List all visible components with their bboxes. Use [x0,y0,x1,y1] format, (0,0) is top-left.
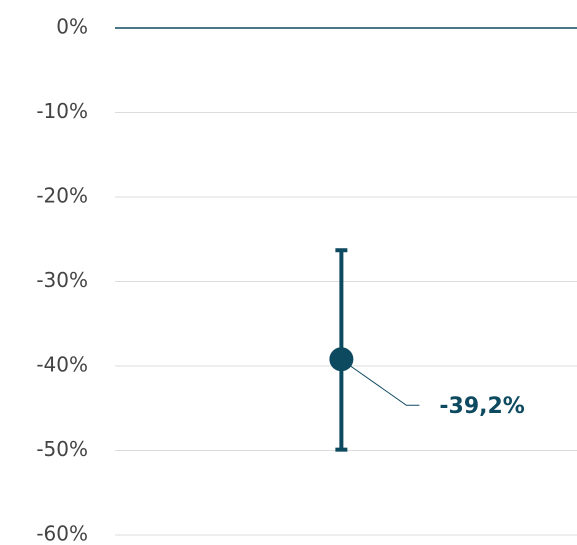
y-tick-label: 0% [56,15,88,39]
value-label: -39,2% [439,394,524,419]
leader-line [349,364,420,406]
point [329,347,354,372]
y-tick-label: -10% [36,99,88,123]
y-tick-label: -40% [36,353,88,377]
y-tick-label: -20% [36,184,88,208]
y-tick-label: -30% [36,268,88,292]
y-tick-label: -50% [36,437,88,461]
y-tick-label: -60% [36,522,88,545]
